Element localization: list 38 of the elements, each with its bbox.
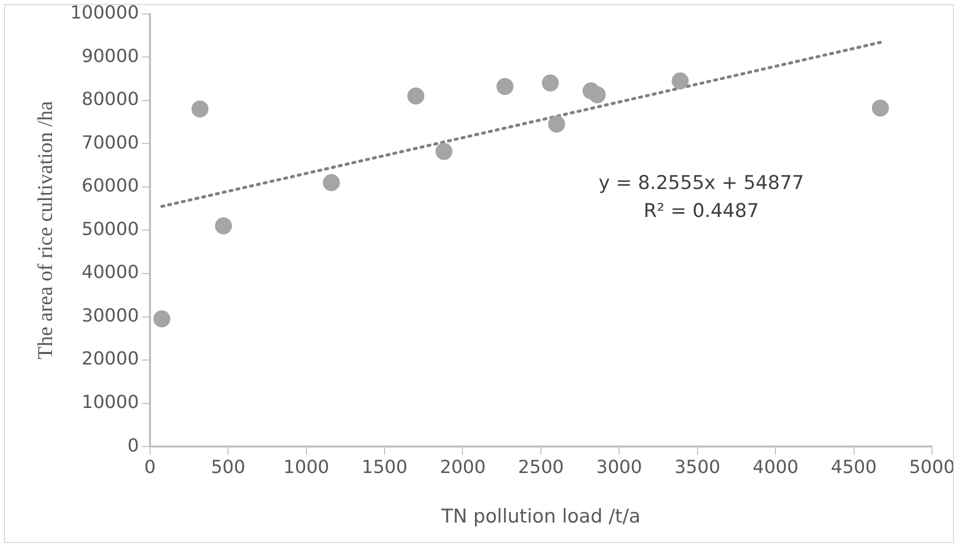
y-tick-label: 90000 xyxy=(82,46,139,67)
x-tick-label: 5000 xyxy=(909,457,955,478)
point xyxy=(153,310,170,328)
point xyxy=(588,86,606,104)
point xyxy=(214,217,232,234)
x-tick-label: 4000 xyxy=(752,457,798,478)
point xyxy=(496,78,514,96)
x-tick-label: 3500 xyxy=(674,457,720,478)
y-tick-label: 0 xyxy=(127,435,139,456)
point xyxy=(872,100,889,117)
y-tick-label: 10000 xyxy=(82,392,139,413)
y-tick-label: 80000 xyxy=(82,89,139,110)
y-tick-label: 100000 xyxy=(70,2,139,24)
y-tick-label: 30000 xyxy=(82,305,139,326)
annotation: R² = 0.4487 xyxy=(644,200,759,222)
x-tick-label: 3000 xyxy=(596,457,642,478)
x-tick-label: 4500 xyxy=(830,457,877,478)
point xyxy=(548,116,566,133)
y-tick-label: 50000 xyxy=(82,218,139,240)
x-tick-label: 1500 xyxy=(362,457,408,478)
x-tick-label: 0 xyxy=(144,457,156,478)
y-tick-label: 20000 xyxy=(82,348,139,370)
point xyxy=(191,100,208,118)
x-tick-label: 1000 xyxy=(283,457,330,478)
point xyxy=(435,142,452,160)
point xyxy=(542,74,559,92)
point xyxy=(407,88,424,105)
x-tick-label: 2500 xyxy=(518,457,564,478)
y-tick-label: 60000 xyxy=(82,176,139,197)
y-tick-label: 70000 xyxy=(82,132,139,154)
x-tick-label: 2000 xyxy=(440,457,486,478)
point xyxy=(322,174,340,192)
point xyxy=(672,72,689,90)
annotation: y = 8.2555x + 54877 xyxy=(598,172,804,194)
x-axis-title: TN pollution load /t/a xyxy=(440,506,641,528)
y-axis-title: The area of rice cultivation /ha xyxy=(33,100,58,360)
y-tick-label: 40000 xyxy=(82,262,139,284)
x-tick-label: 500 xyxy=(210,457,246,478)
